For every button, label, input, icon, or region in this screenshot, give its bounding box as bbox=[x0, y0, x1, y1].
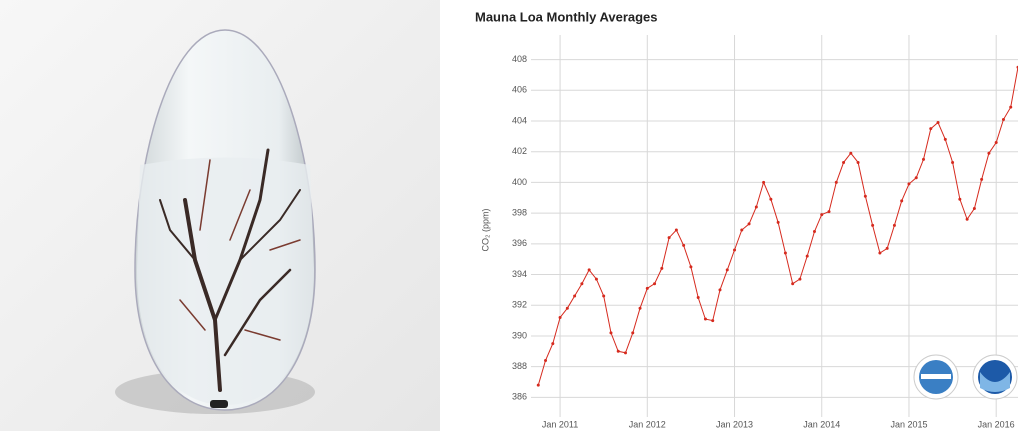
data-point bbox=[536, 383, 540, 387]
y-tick-label: 398 bbox=[512, 207, 527, 217]
y-tick-label: 390 bbox=[512, 330, 527, 340]
data-point bbox=[842, 160, 846, 164]
data-point bbox=[820, 213, 824, 217]
y-tick-label: 392 bbox=[512, 300, 527, 310]
data-point bbox=[587, 268, 591, 272]
data-point bbox=[1009, 105, 1013, 109]
data-point bbox=[682, 243, 686, 247]
data-point bbox=[1001, 117, 1005, 121]
data-point bbox=[653, 282, 657, 286]
data-point bbox=[631, 331, 635, 335]
data-point bbox=[740, 228, 744, 232]
data-point bbox=[878, 251, 882, 255]
data-point bbox=[827, 210, 831, 214]
x-tick-label: Jan 2014 bbox=[803, 419, 840, 429]
data-point bbox=[805, 254, 809, 258]
x-tick-label: Jan 2012 bbox=[629, 419, 666, 429]
y-tick-label: 388 bbox=[512, 361, 527, 371]
photo bbox=[0, 0, 440, 431]
data-point bbox=[733, 248, 737, 252]
data-point bbox=[602, 294, 606, 298]
data-point bbox=[623, 351, 627, 355]
data-point bbox=[871, 223, 875, 227]
data-point bbox=[951, 160, 955, 164]
x-tick-label: Jan 2015 bbox=[890, 419, 927, 429]
data-point bbox=[689, 265, 693, 269]
data-point bbox=[754, 205, 758, 209]
data-point bbox=[834, 180, 838, 184]
data-point bbox=[776, 220, 780, 224]
data-line bbox=[537, 67, 1018, 386]
data-point bbox=[791, 282, 795, 286]
data-point bbox=[544, 359, 548, 363]
data-point bbox=[667, 236, 671, 240]
data-point bbox=[994, 140, 998, 144]
data-point bbox=[914, 176, 918, 180]
data-point bbox=[551, 342, 555, 346]
data-point bbox=[783, 251, 787, 255]
data-point bbox=[849, 151, 853, 155]
data-point bbox=[573, 294, 577, 298]
y-axis-label: CO₂ (ppm) bbox=[480, 209, 490, 252]
data-point bbox=[762, 180, 766, 184]
y-tick-label: 404 bbox=[512, 115, 527, 125]
y-tick-label: 402 bbox=[512, 146, 527, 156]
x-tick-label: Jan 2013 bbox=[716, 419, 753, 429]
data-point bbox=[594, 277, 598, 281]
data-point bbox=[856, 160, 860, 164]
logos bbox=[913, 354, 1018, 400]
data-point bbox=[936, 121, 940, 125]
data-point bbox=[580, 282, 584, 286]
data-point bbox=[929, 127, 933, 131]
data-point bbox=[558, 316, 562, 320]
y-tick-label: 386 bbox=[512, 392, 527, 402]
y-tick-label: 394 bbox=[512, 269, 527, 279]
data-point bbox=[696, 296, 700, 300]
data-point bbox=[769, 197, 773, 201]
data-point bbox=[892, 223, 896, 227]
data-point bbox=[900, 199, 904, 203]
data-point bbox=[863, 194, 867, 198]
data-point bbox=[958, 197, 962, 201]
data-point bbox=[638, 306, 642, 310]
y-tick-label: 408 bbox=[512, 54, 527, 64]
data-point bbox=[616, 349, 620, 353]
data-point bbox=[609, 331, 613, 335]
chart-title: Mauna Loa Monthly Averages bbox=[475, 9, 658, 24]
data-point bbox=[987, 151, 991, 155]
data-point bbox=[943, 137, 947, 141]
data-point bbox=[711, 319, 715, 323]
data-point bbox=[718, 288, 722, 292]
data-point bbox=[565, 306, 569, 310]
data-point bbox=[885, 246, 889, 250]
y-tick-label: 396 bbox=[512, 238, 527, 248]
y-tick-label: 400 bbox=[512, 177, 527, 187]
data-point bbox=[798, 277, 802, 281]
data-point bbox=[965, 217, 969, 221]
data-point bbox=[747, 222, 751, 226]
data-point bbox=[674, 228, 678, 232]
data-point bbox=[725, 268, 729, 272]
data-point bbox=[907, 182, 911, 186]
y-tick-label: 406 bbox=[512, 85, 527, 95]
data-point bbox=[922, 157, 926, 161]
x-tick-label: Jan 2016 bbox=[978, 419, 1015, 429]
data-point bbox=[980, 177, 984, 181]
data-point bbox=[645, 286, 649, 290]
data-point bbox=[660, 266, 664, 270]
data-point bbox=[703, 317, 707, 321]
x-tick-label: Jan 2011 bbox=[542, 419, 578, 429]
data-point bbox=[972, 207, 976, 211]
data-point bbox=[812, 230, 816, 234]
